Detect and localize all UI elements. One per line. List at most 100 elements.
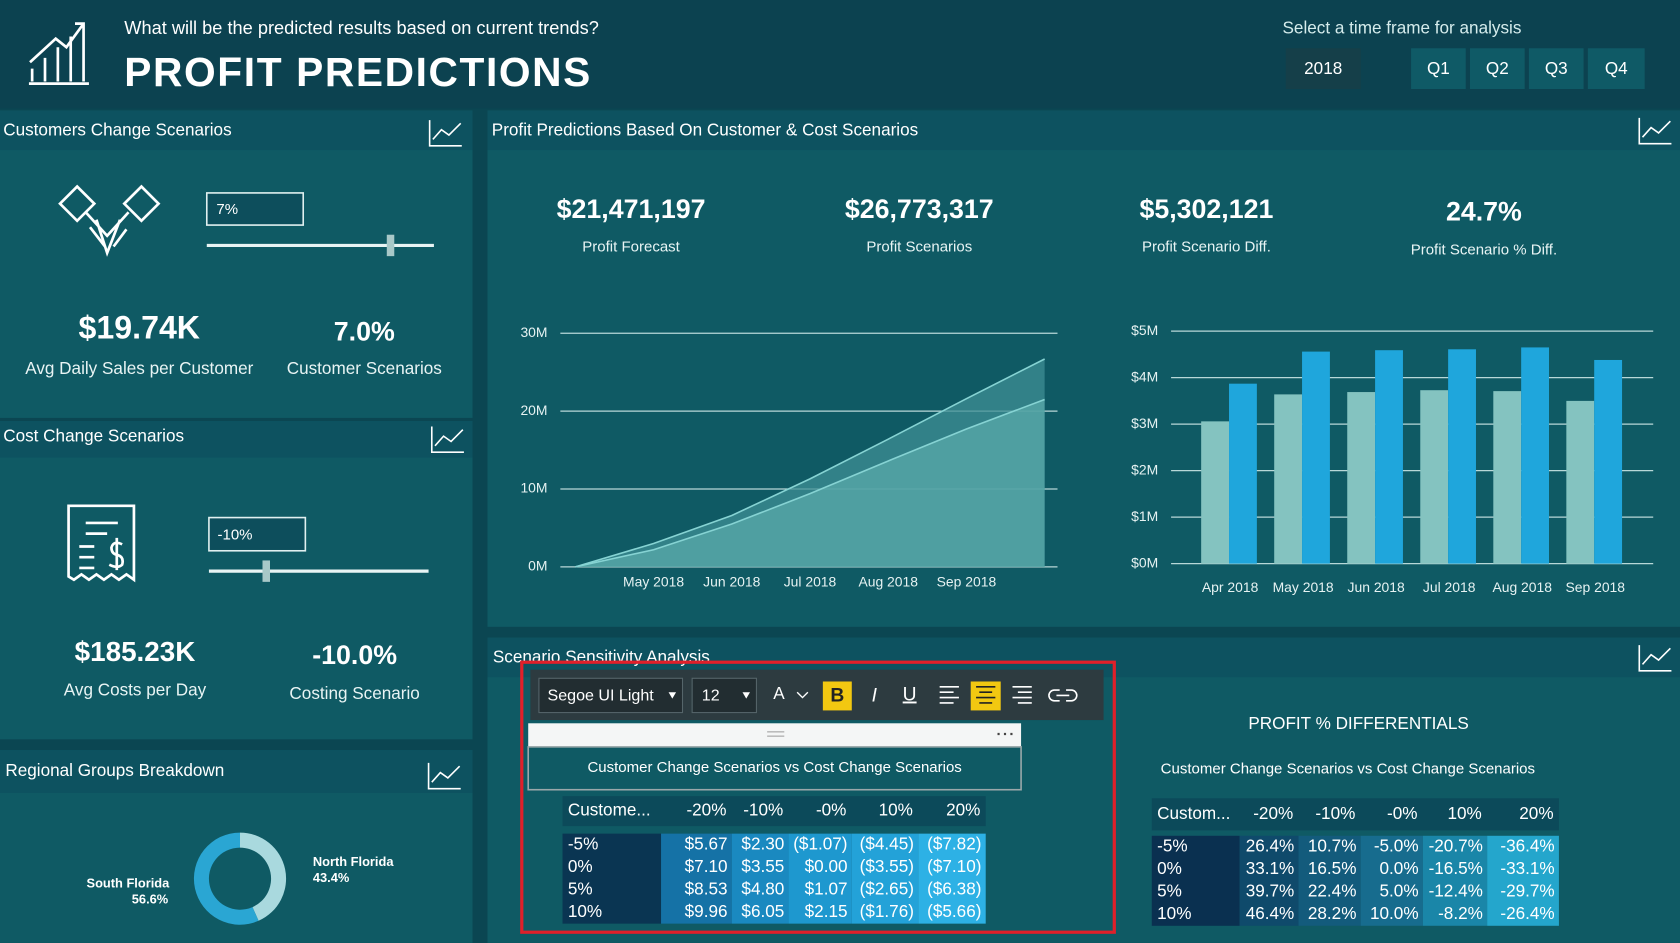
time-button[interactable]: 2018 <box>1304 58 1342 78</box>
slider-thumb[interactable] <box>386 234 395 257</box>
slice-label: South Florida <box>87 875 171 890</box>
align-center[interactable] <box>976 686 996 704</box>
bar <box>1594 359 1623 564</box>
time-button-bg[interactable] <box>1528 48 1584 89</box>
table-cell: ($1.07) <box>793 833 847 853</box>
kpi-label: Avg Daily Sales per Customer <box>25 358 253 378</box>
table-cell: ($5.66) <box>927 901 981 921</box>
table-cell: 46.4% <box>1246 903 1295 923</box>
x-tick-label: Aug 2018 <box>1492 579 1552 595</box>
table-column-bg <box>562 833 662 924</box>
bar-chart: $0M $1M $2M $3M $4M $5M Apr 2018 May 2018 Jun 20… <box>1131 322 1654 595</box>
input-box[interactable] <box>205 192 305 226</box>
time-button[interactable]: Q4 <box>1605 58 1628 78</box>
time-button-bg[interactable] <box>1470 48 1525 89</box>
table-cell: ($3.55) <box>860 856 914 876</box>
time-buttons: 2018 Q1 Q2 Q3 Q4 <box>1285 48 1645 89</box>
table-cell: 10.7% <box>1308 836 1357 856</box>
kpi-label: Profit Scenarios <box>866 239 972 256</box>
bar <box>1201 421 1230 564</box>
area <box>575 399 1045 567</box>
table-column-bg <box>918 833 986 924</box>
kpi-label: Costing Scenario <box>289 683 419 703</box>
table-cell: 10% <box>1157 903 1191 923</box>
slice-label: North Florida <box>313 854 394 869</box>
input-text[interactable]: -10% <box>218 527 253 544</box>
x-tick-label: Sep 2018 <box>1565 579 1625 595</box>
font-dropdown[interactable] <box>538 677 684 714</box>
time-button[interactable]: Q1 <box>1427 58 1450 78</box>
table-cell: ($7.82) <box>927 833 981 853</box>
panel-icon <box>427 762 461 790</box>
table-header-cell: -10% <box>1315 803 1355 823</box>
title-textbox[interactable] <box>527 746 1022 791</box>
table-column-bg <box>1239 835 1299 926</box>
align-left[interactable] <box>939 686 959 704</box>
time-button-bg[interactable] <box>1587 48 1645 89</box>
table-cell: -29.7% <box>1500 881 1554 901</box>
time-button-bg[interactable] <box>1285 48 1361 89</box>
header-question: What will be the predicted results based… <box>124 18 599 38</box>
align-center-bg[interactable] <box>970 681 1001 711</box>
receipt-icon <box>67 504 136 583</box>
table-cell: $2.30 <box>741 833 784 853</box>
visual-header-bar <box>528 723 1022 747</box>
slider-thumb[interactable] <box>262 560 271 582</box>
font-color-button[interactable]: A <box>773 683 785 703</box>
bar <box>1493 391 1522 564</box>
input-text[interactable]: 7% <box>216 201 238 218</box>
input-box[interactable] <box>208 516 307 552</box>
table-cell: 22.4% <box>1308 881 1357 901</box>
table-heading: PROFIT % DIFFERENTIALS <box>1248 713 1468 733</box>
x-tick-label: Jun 2018 <box>703 574 760 590</box>
font-size[interactable]: 12 <box>702 687 720 705</box>
x-tick-label: Jul 2018 <box>1423 579 1476 595</box>
table-cell: ($2.65) <box>860 878 914 898</box>
table-column-bg <box>731 833 789 924</box>
bar <box>1302 351 1330 564</box>
bar <box>1274 394 1303 564</box>
table-cell: 5% <box>568 878 593 898</box>
table-cell: ($1.76) <box>860 901 914 921</box>
underline-button[interactable]: U <box>903 685 917 706</box>
y-tick-label: $2M <box>1131 461 1158 477</box>
table-cell: 10% <box>568 901 602 921</box>
table-header-cell: -0% <box>1387 803 1417 823</box>
table-cell: 10.0% <box>1370 903 1419 923</box>
x-tick-label: Jun 2018 <box>1348 579 1405 595</box>
panel-bg <box>0 110 473 418</box>
y-tick-label: 30M <box>520 324 547 340</box>
table-column-bg <box>661 833 732 924</box>
time-button-bg[interactable] <box>1411 48 1466 89</box>
table-column-bg <box>1422 835 1488 926</box>
y-tick-label: $3M <box>1131 415 1158 431</box>
bold-button[interactable]: B <box>830 686 844 707</box>
y-tick-label: 0M <box>528 558 547 574</box>
table-cell: 0.0% <box>1380 858 1419 878</box>
table-header-cell: 20% <box>946 800 980 820</box>
slice-value-label: 56.6% <box>132 891 169 906</box>
align-right[interactable] <box>1012 686 1032 704</box>
table-cell: ($4.45) <box>860 833 914 853</box>
font-name[interactable]: Segoe UI Light <box>548 687 655 705</box>
time-button[interactable]: Q3 <box>1545 58 1568 78</box>
kpi-value: $21,471,197 <box>557 194 706 224</box>
table-cell: 0% <box>1157 858 1182 878</box>
donut-slice <box>193 832 259 925</box>
link-button[interactable] <box>1048 689 1078 702</box>
kpi-value: 24.7% <box>1446 196 1522 226</box>
italic-button[interactable]: I <box>872 686 878 707</box>
table-cell: $8.53 <box>685 878 728 898</box>
table-cell: $4.80 <box>741 878 784 898</box>
bold-button-bg[interactable] <box>822 681 852 711</box>
y-tick-label: $0M <box>1131 554 1158 570</box>
table-cell: -5% <box>568 833 598 853</box>
table-header-cell: Custom... <box>1157 803 1230 823</box>
bar <box>1347 392 1376 564</box>
kpi-value: 7.0% <box>334 316 395 346</box>
table-column-bg <box>1487 835 1559 926</box>
kpi-label: Profit Forecast <box>582 239 680 256</box>
time-button[interactable]: Q2 <box>1486 58 1509 78</box>
table-cell: $7.10 <box>685 856 728 876</box>
